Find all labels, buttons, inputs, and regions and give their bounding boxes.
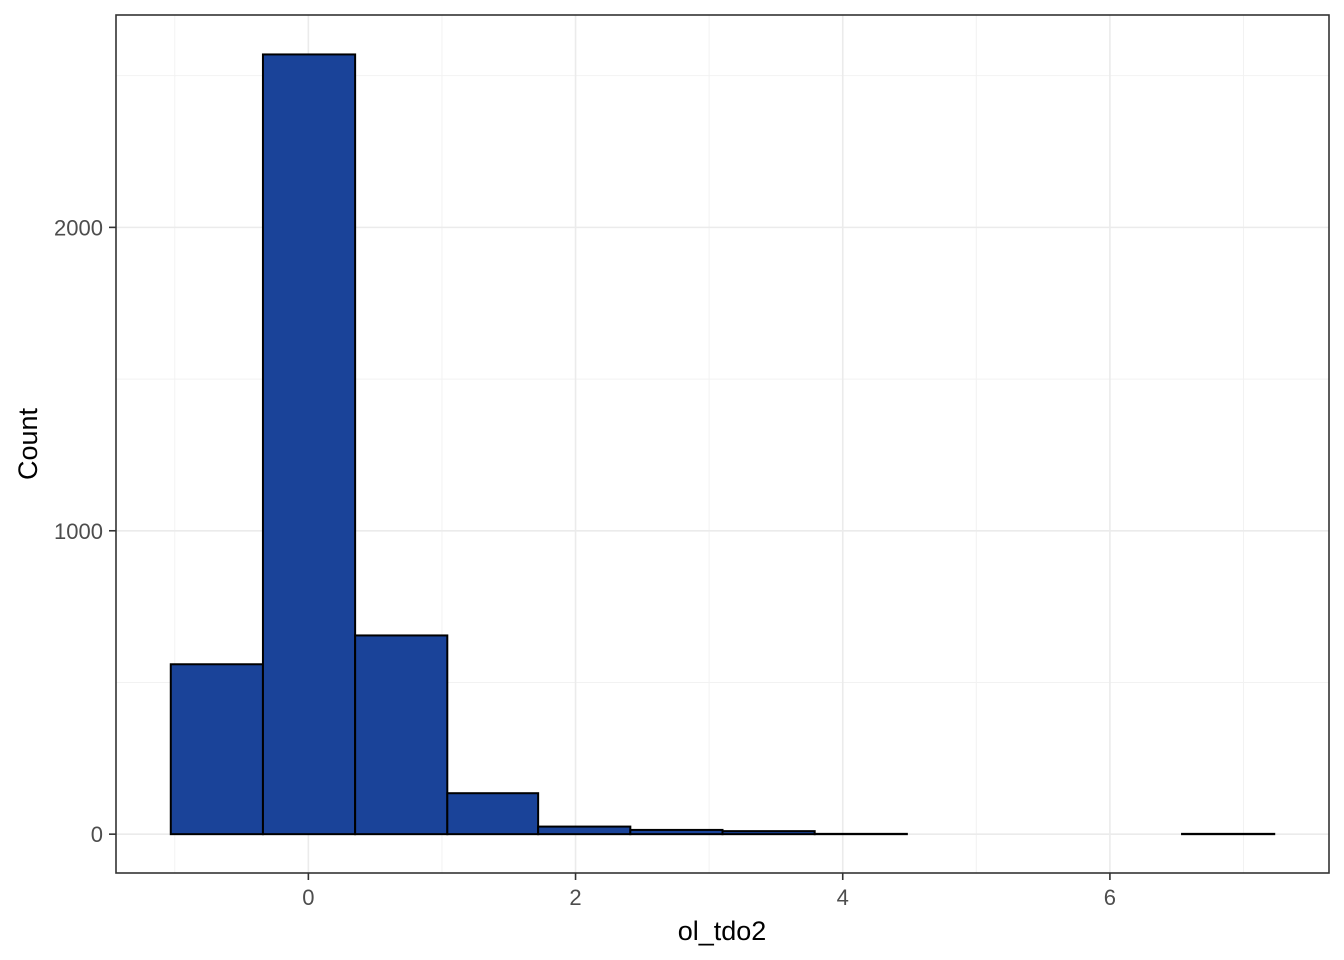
bars <box>169 53 1276 836</box>
y-axis-title: Count <box>13 407 43 480</box>
histogram-bar <box>261 53 357 836</box>
y-axis-ticks: 0 1000 2000 <box>54 215 116 847</box>
x-axis-ticks: 0 2 4 6 <box>302 873 1116 910</box>
histogram-bar <box>537 825 632 836</box>
histogram-bar <box>629 828 724 836</box>
x-tick-label: 6 <box>1104 885 1116 910</box>
panel-border <box>115 14 1330 874</box>
y-tick-label: 0 <box>91 822 103 847</box>
histogram-bar <box>354 634 449 836</box>
x-tick-label: 4 <box>837 885 849 910</box>
histogram-bar <box>721 830 816 836</box>
histogram-bar <box>169 663 264 836</box>
x-tick-label: 0 <box>302 885 314 910</box>
x-tick-label: 2 <box>569 885 581 910</box>
histogram-bar <box>446 792 540 836</box>
y-tick-label: 2000 <box>54 215 103 240</box>
y-tick-label: 1000 <box>54 519 103 544</box>
x-axis-title: ol_tdo2 <box>678 916 767 946</box>
